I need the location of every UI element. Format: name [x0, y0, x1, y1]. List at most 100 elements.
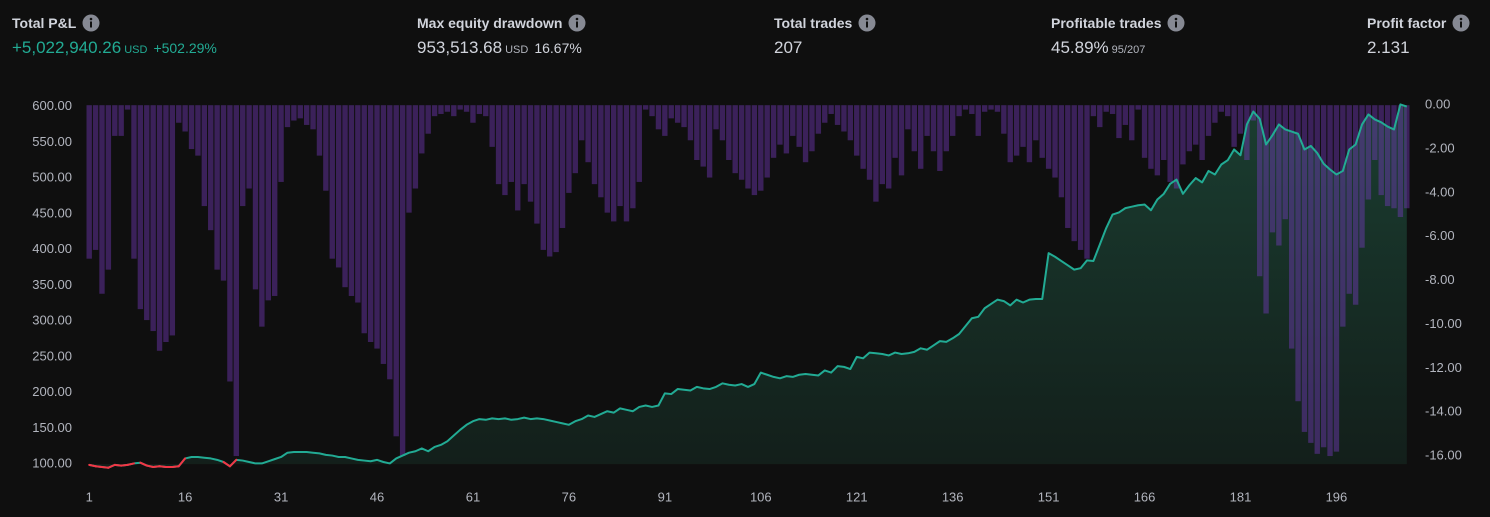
- drawdown-bar: [99, 105, 105, 294]
- drawdown-bar: [662, 105, 668, 136]
- drawdown-bar: [585, 105, 591, 163]
- y2-tick-label: -6.00: [1425, 228, 1455, 243]
- drawdown-bar: [291, 105, 297, 121]
- drawdown-bar: [617, 105, 623, 207]
- x-tick-label: 31: [274, 489, 288, 504]
- drawdown-bar: [1308, 105, 1314, 443]
- x-tick-label: 121: [846, 489, 868, 504]
- drawdown-bar: [271, 105, 278, 296]
- drawdown-bar: [1282, 105, 1288, 220]
- stat-max-drawdown: Max equity drawdown 953,513.68 USD 16.67%: [417, 12, 586, 58]
- drawdown-bar: [144, 105, 150, 321]
- stat-total-trades: Total trades 207: [774, 12, 876, 58]
- drawdown-bar: [1295, 105, 1301, 402]
- drawdown-bar: [1039, 105, 1045, 158]
- drawdown-bar: [1052, 105, 1058, 178]
- drawdown-bar: [1391, 105, 1397, 209]
- drawdown-bar: [1372, 105, 1378, 161]
- y2-tick-label: -16.00: [1425, 447, 1462, 462]
- equity-line: [88, 103, 1408, 469]
- drawdown-bar: [828, 105, 834, 114]
- equity-area: [89, 104, 1407, 468]
- drawdown-bar: [431, 105, 438, 117]
- info-icon[interactable]: [858, 14, 876, 32]
- equity-line-loss: [107, 463, 116, 469]
- drawdown-bar: [1320, 105, 1327, 448]
- drawdown-bar: [1084, 105, 1090, 259]
- drawdown-bar: [489, 105, 495, 147]
- drawdown-bar: [726, 105, 732, 161]
- drawdown-bar: [329, 105, 335, 259]
- y2-tick-label: -10.00: [1425, 316, 1462, 331]
- drawdown-bar: [444, 105, 451, 112]
- drawdown-bar: [572, 105, 578, 174]
- drawdown-bar: [233, 105, 239, 457]
- drawdown-bar: [1205, 105, 1212, 136]
- y-tick-label: 450.00: [32, 205, 72, 220]
- drawdown-bar: [150, 105, 156, 332]
- drawdown-bar: [1276, 105, 1282, 246]
- drawdown-bar: [457, 105, 463, 110]
- drawdown-bar: [547, 105, 553, 257]
- drawdown-bar: [1154, 105, 1161, 176]
- drawdown-bar: [1314, 105, 1320, 454]
- drawdown-bar: [553, 105, 559, 253]
- info-icon[interactable]: [82, 14, 100, 32]
- drawdown-bar: [412, 105, 419, 189]
- drawdown-bar: [866, 105, 873, 180]
- drawdown-bar: [918, 105, 924, 169]
- x-tick-label: 16: [178, 489, 192, 504]
- drawdown-bar: [1333, 105, 1340, 452]
- drawdown-bar: [610, 105, 617, 222]
- drawdown-bar: [981, 105, 988, 112]
- drawdown-bar: [809, 105, 815, 152]
- info-icon[interactable]: [1452, 14, 1470, 32]
- drawdown-bar: [1045, 105, 1052, 169]
- drawdown-bar: [1026, 105, 1033, 163]
- drawdown-bar: [156, 105, 163, 351]
- drawdown-bar: [361, 105, 367, 334]
- drawdown-bar: [1065, 105, 1071, 228]
- drawdown-bar: [559, 105, 566, 228]
- drawdown-bar: [738, 105, 745, 180]
- y-tick-label: 600.00: [32, 98, 72, 113]
- drawdown-bar: [1340, 105, 1346, 327]
- drawdown-bar: [131, 105, 137, 259]
- drawdown-bar: [668, 105, 674, 119]
- drawdown-bar: [822, 105, 828, 123]
- drawdown-bar: [124, 105, 131, 110]
- drawdown-bar: [284, 105, 291, 128]
- drawdown-bar: [105, 105, 112, 270]
- info-icon[interactable]: [1167, 14, 1185, 32]
- drawdown-bar: [777, 105, 783, 145]
- x-tick-label: 61: [466, 489, 480, 504]
- drawdown-bar: [802, 105, 809, 163]
- drawdown-bar: [886, 105, 892, 189]
- x-tick-label: 1: [86, 489, 93, 504]
- x-tick-label: 46: [370, 489, 384, 504]
- drawdown-bar: [195, 105, 201, 156]
- drawdown-bar: [873, 105, 879, 202]
- drawdown-bar: [1193, 105, 1199, 145]
- drawdown-bar: [438, 105, 444, 114]
- stat-label: Total P&L: [12, 15, 77, 31]
- y-tick-label: 250.00: [32, 348, 72, 363]
- y-tick-label: 550.00: [32, 134, 72, 149]
- drawdown-bar: [1109, 105, 1116, 114]
- drawdown-bar: [515, 105, 521, 211]
- drawdown-bar: [310, 105, 316, 130]
- drawdown-bar: [406, 105, 412, 213]
- drawdown-bar: [566, 105, 572, 193]
- stat-value: 207: [774, 38, 803, 57]
- drawdown-bar: [1007, 105, 1013, 163]
- info-icon[interactable]: [568, 14, 586, 32]
- equity-line-loss: [126, 462, 135, 466]
- drawdown-bar: [687, 105, 694, 141]
- drawdown-bar: [112, 105, 118, 136]
- drawdown-bar: [949, 105, 956, 136]
- drawdown-bar: [783, 105, 790, 154]
- drawdown-bar: [751, 105, 758, 196]
- stat-value: 2.131: [1367, 38, 1410, 57]
- drawdown-bar: [1199, 105, 1205, 161]
